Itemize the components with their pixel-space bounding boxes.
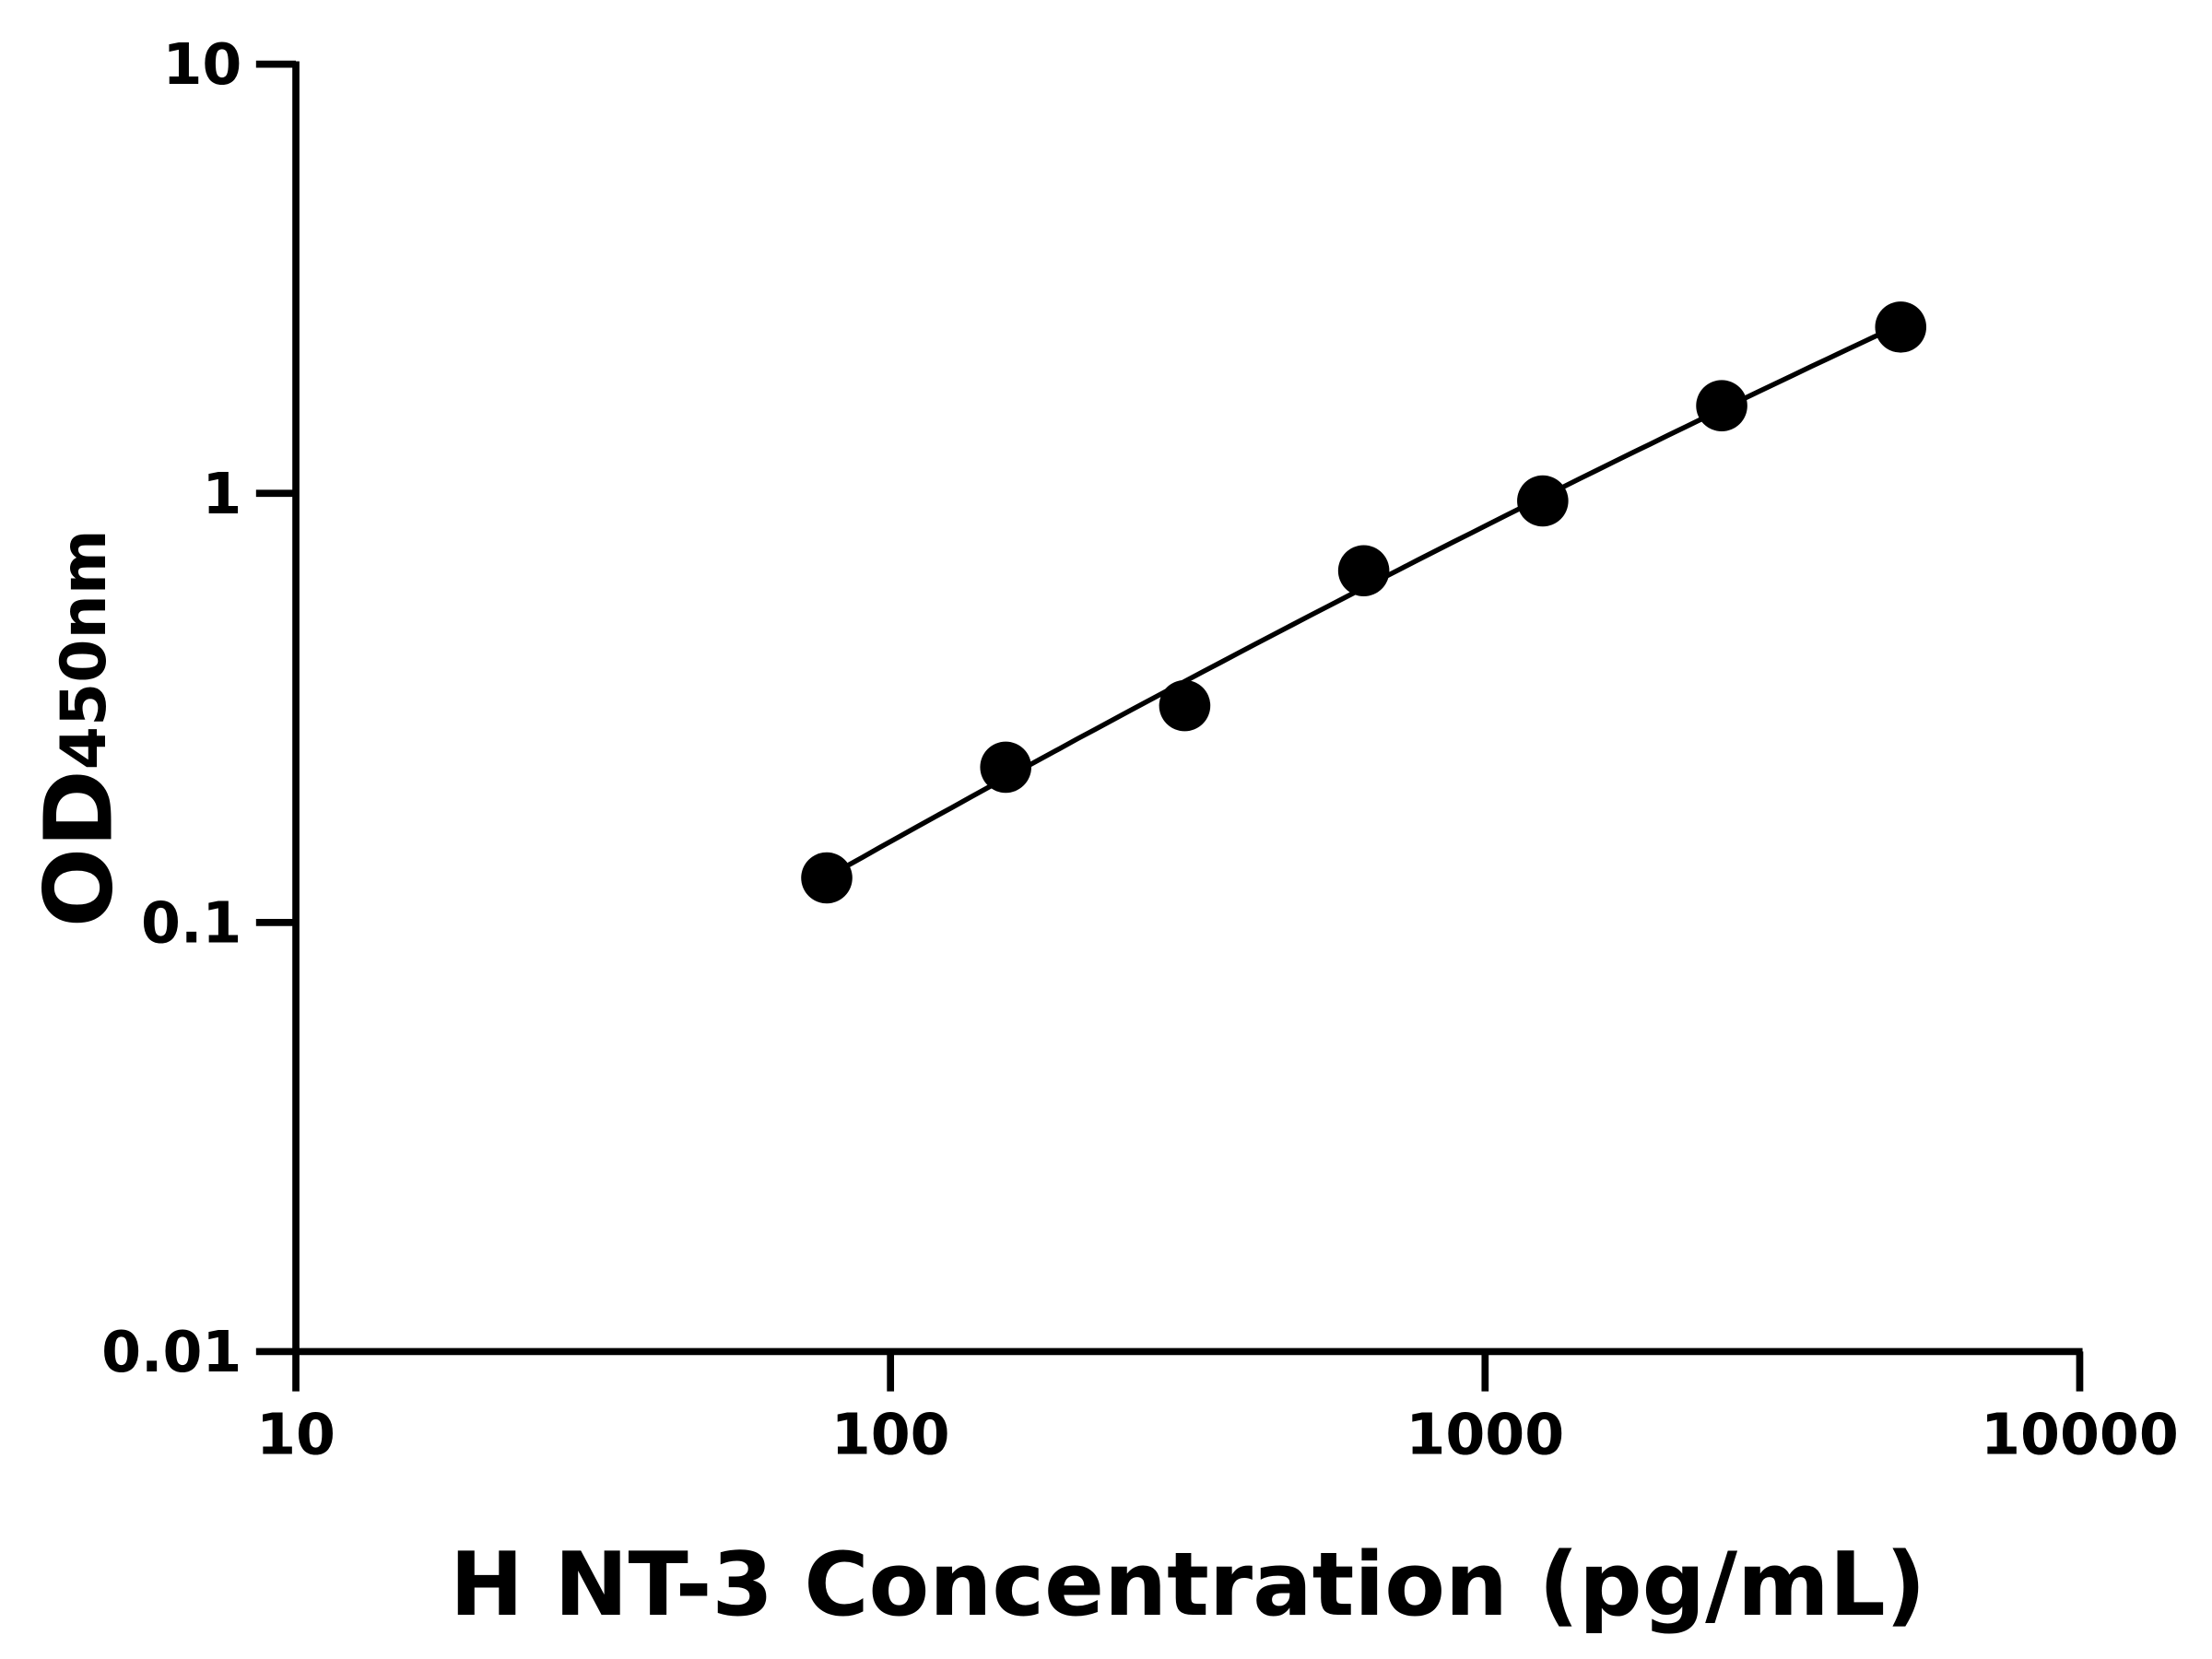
y-tick-label: 1 [202, 461, 241, 527]
x-tick-label: 10 [256, 1402, 335, 1468]
y-axis-label: OD450nm [24, 529, 134, 927]
x-tick-label: 10000 [1981, 1402, 2179, 1468]
x-axis-label: H NT-3 Concentration (pg/mL) [450, 1533, 1925, 1636]
y-tick-label: 0.1 [141, 889, 241, 956]
y-tick-label: 0.01 [101, 1319, 241, 1385]
data-point [1517, 475, 1569, 527]
y-tick-label: 10 [162, 31, 241, 98]
axes [292, 61, 2083, 1356]
data-point [1875, 301, 1927, 353]
x-tick-label: 100 [831, 1402, 950, 1468]
ticks: 10 100 1000 10000 0.01 0.1 1 10 [101, 31, 2179, 1467]
data-points [801, 301, 1927, 904]
data-point [1159, 679, 1211, 732]
data-point [1337, 545, 1390, 597]
data-point [1696, 380, 1747, 431]
x-tick-label: 1000 [1406, 1402, 1564, 1468]
data-point [801, 852, 853, 904]
data-point [980, 741, 1031, 794]
y-axis-label-main: OD [24, 770, 134, 927]
y-axis-label-subscript: 450nm [48, 529, 121, 770]
